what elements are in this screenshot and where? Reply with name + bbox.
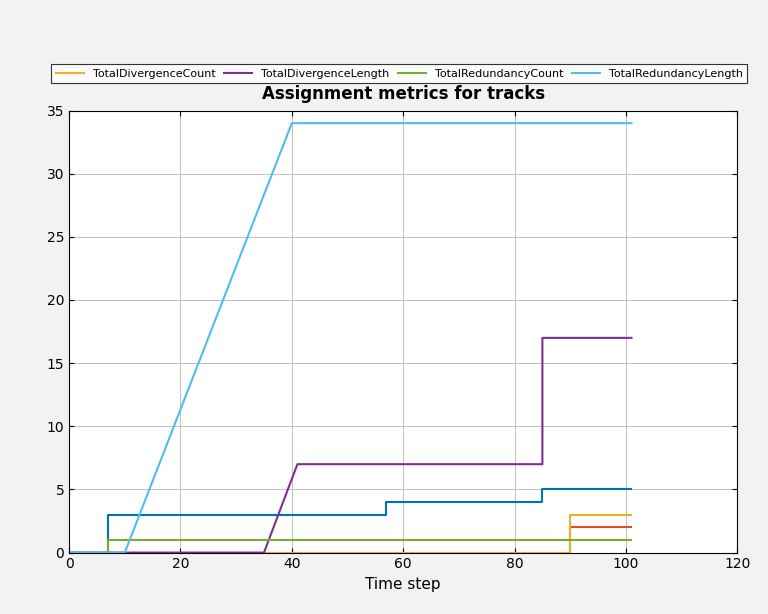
TotalDivergenceLength [538, 460, 547, 468]
TotalRedundancyCount [627, 536, 636, 543]
TotalNumTracks [538, 499, 547, 506]
TotalSwapCount [565, 549, 574, 556]
TotalRedundancyLength [104, 549, 113, 556]
TotalNumTracks [382, 511, 391, 518]
TotalNumTracks [627, 486, 636, 493]
TotalRedundancyLength [104, 549, 113, 556]
TotalDivergenceLength [627, 334, 636, 341]
TotalSwapCount [65, 549, 74, 556]
TotalRedundancyCount [65, 549, 74, 556]
TotalDivergenceLength [260, 549, 269, 556]
TotalRedundancyCount [104, 549, 113, 556]
TotalDivergenceLength [260, 549, 269, 556]
Line: TotalDivergenceLength: TotalDivergenceLength [69, 338, 631, 553]
TotalDivergenceCount [65, 549, 74, 556]
Line: TotalDivergenceCount: TotalDivergenceCount [69, 515, 631, 553]
X-axis label: Time step: Time step [366, 577, 441, 592]
TotalDivergenceLength [538, 334, 547, 341]
Line: TotalNumTracks: TotalNumTracks [69, 489, 631, 553]
TotalNumTracks [104, 511, 113, 518]
TotalDivergenceLength [65, 549, 74, 556]
TotalDivergenceCount [565, 549, 574, 556]
TotalDivergenceCount [532, 549, 541, 556]
TotalRedundancyLength [120, 549, 129, 556]
TotalRedundancyLength [65, 549, 74, 556]
TotalNumTracks [104, 549, 113, 556]
TotalDivergenceCount [627, 511, 636, 518]
TotalDivergenceCount [565, 511, 574, 518]
TotalSwapCount [627, 524, 636, 531]
TotalRedundancyLength [627, 120, 636, 127]
TotalSwapCount [532, 549, 541, 556]
TotalDivergenceLength [293, 460, 302, 468]
TotalSwapCount [565, 524, 574, 531]
Title: Assignment metrics for tracks: Assignment metrics for tracks [262, 85, 545, 103]
TotalNumTracks [538, 486, 547, 493]
TotalNumTracks [382, 499, 391, 506]
TotalNumTracks [65, 549, 74, 556]
Line: TotalRedundancyLength: TotalRedundancyLength [69, 123, 631, 553]
Legend: TotalDivergenceCount, TotalDivergenceLength, TotalRedundancyCount, TotalRedundan: TotalDivergenceCount, TotalDivergenceLen… [51, 64, 747, 84]
Line: TotalSwapCount: TotalSwapCount [69, 527, 631, 553]
TotalDivergenceCount [532, 549, 541, 556]
TotalDivergenceLength [293, 460, 302, 468]
TotalRedundancyLength [287, 120, 296, 127]
Line: TotalRedundancyCount: TotalRedundancyCount [69, 540, 631, 553]
TotalRedundancyCount [104, 536, 113, 543]
TotalSwapCount [532, 549, 541, 556]
